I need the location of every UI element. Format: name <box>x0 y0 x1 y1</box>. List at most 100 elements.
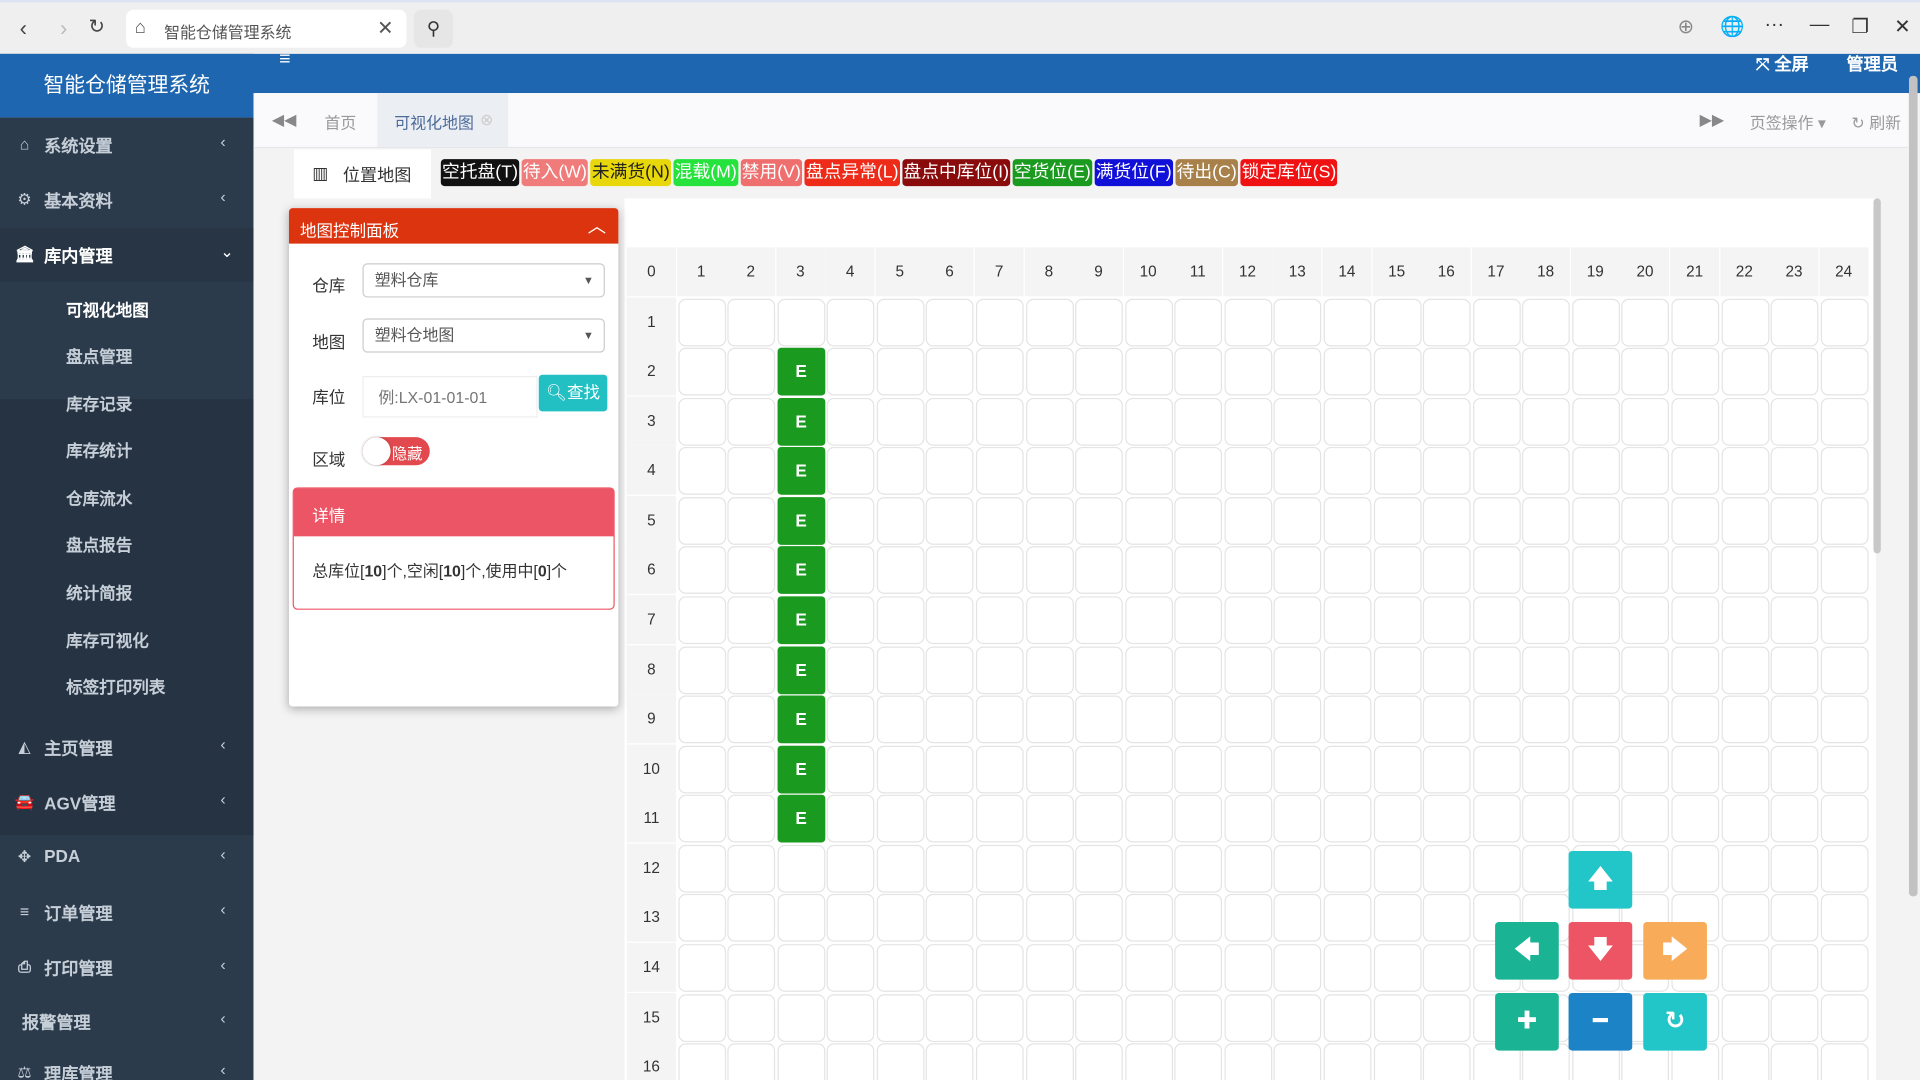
grid-cell[interactable] <box>677 596 726 645</box>
grid-cell[interactable] <box>1224 844 1273 893</box>
grid-cell[interactable] <box>876 795 925 843</box>
grid-cell[interactable] <box>876 397 925 446</box>
grid-cell[interactable] <box>1025 447 1074 496</box>
grid-cell[interactable] <box>1075 596 1124 645</box>
download-icon[interactable]: ⊕ <box>1677 17 1694 38</box>
grid-cell[interactable] <box>926 496 974 545</box>
grid-cell[interactable] <box>975 596 1024 645</box>
grid-cell[interactable] <box>1522 397 1571 446</box>
grid-cell[interactable] <box>1124 1043 1173 1080</box>
grid-cell[interactable] <box>975 993 1024 1042</box>
grid-cell[interactable] <box>1522 844 1571 893</box>
grid-cell[interactable] <box>1770 496 1819 545</box>
grid-cell[interactable] <box>1770 745 1819 794</box>
grid-cell[interactable] <box>926 894 974 943</box>
grid-cell[interactable] <box>1572 546 1620 595</box>
grid-cell[interactable] <box>1820 1043 1869 1080</box>
grid-cell[interactable] <box>1373 944 1422 992</box>
grid-cell[interactable] <box>975 447 1024 496</box>
grid-cell[interactable] <box>1323 1043 1372 1080</box>
grid-cell[interactable] <box>1075 1043 1124 1080</box>
grid-cell[interactable] <box>1174 1043 1223 1080</box>
grid-cell[interactable] <box>1025 844 1074 893</box>
grid-cell[interactable] <box>1472 844 1521 893</box>
grid-cell[interactable] <box>1224 695 1273 744</box>
grid-cell[interactable] <box>1373 298 1422 346</box>
grid-cell[interactable] <box>975 1043 1024 1080</box>
page-ops-dropdown[interactable]: 页签操作 ▾ <box>1749 113 1826 133</box>
sidebar-item-主页管理[interactable]: ◭ 主页管理 ‹ <box>0 720 253 774</box>
grid-cell[interactable] <box>1721 347 1769 396</box>
grid-cell[interactable] <box>1472 546 1521 595</box>
grid-cell[interactable] <box>1621 347 1670 396</box>
grid-cell[interactable] <box>677 695 726 744</box>
grid-cell[interactable] <box>1224 397 1273 446</box>
grid-cell[interactable] <box>1025 1043 1074 1080</box>
grid-cell[interactable] <box>926 645 974 694</box>
right-button[interactable]: 🡆 <box>1643 922 1707 980</box>
grid-cell[interactable] <box>1025 397 1074 446</box>
grid-cell[interactable] <box>1025 894 1074 943</box>
submenu-item[interactable]: 库存记录 <box>66 395 133 414</box>
grid-cell[interactable] <box>826 447 875 496</box>
submenu-item[interactable]: 库存可视化 <box>66 631 149 651</box>
grid-cell[interactable] <box>1323 347 1372 396</box>
grid-cell[interactable] <box>926 447 974 496</box>
grid-cell[interactable] <box>1522 596 1571 645</box>
grid-cell[interactable] <box>1472 397 1521 446</box>
grid-cell[interactable] <box>926 397 974 446</box>
grid-cell[interactable] <box>777 844 825 893</box>
grid-cell[interactable] <box>1572 745 1620 794</box>
menu-toggle-icon[interactable]: ≡ <box>279 48 291 70</box>
location-cell-empty[interactable]: E <box>777 596 825 645</box>
more-icon[interactable]: ··· <box>1764 14 1785 36</box>
grid-cell[interactable] <box>1770 596 1819 645</box>
grid-cell[interactable] <box>1820 795 1869 843</box>
grid-cell[interactable] <box>1075 844 1124 893</box>
grid-cell[interactable] <box>1572 447 1620 496</box>
grid-cell[interactable] <box>1323 447 1372 496</box>
grid-cell[interactable] <box>826 795 875 843</box>
grid-cell[interactable] <box>926 944 974 992</box>
grid-cell[interactable] <box>1472 695 1521 744</box>
grid-cell[interactable] <box>1721 695 1769 744</box>
grid-cell[interactable] <box>1671 347 1720 396</box>
grid-cell[interactable] <box>1373 745 1422 794</box>
grid-cell[interactable] <box>1373 347 1422 396</box>
grid-cell[interactable] <box>1572 695 1620 744</box>
submenu-item[interactable]: 仓库流水 <box>66 489 133 509</box>
grid-cell[interactable] <box>1075 695 1124 744</box>
grid-cell[interactable] <box>1174 944 1223 992</box>
grid-cell[interactable] <box>1820 347 1869 396</box>
grid-cell[interactable] <box>1820 645 1869 694</box>
grid-cell[interactable] <box>1224 645 1273 694</box>
grid-cell[interactable] <box>1224 795 1273 843</box>
grid-cell[interactable] <box>1721 894 1769 943</box>
grid-cell[interactable] <box>1025 695 1074 744</box>
grid-cell[interactable] <box>1422 347 1471 396</box>
location-cell-empty[interactable]: E <box>777 496 825 545</box>
grid-cell[interactable] <box>876 944 925 992</box>
grid-cell[interactable] <box>1174 298 1223 346</box>
grid-cell[interactable] <box>1174 546 1223 595</box>
grid-cell[interactable] <box>826 397 875 446</box>
grid-cell[interactable] <box>1770 645 1819 694</box>
grid-cell[interactable] <box>975 546 1024 595</box>
grid-cell[interactable] <box>1323 993 1372 1042</box>
grid-cell[interactable] <box>1422 298 1471 346</box>
grid-cell[interactable] <box>1174 993 1223 1042</box>
grid-cell[interactable] <box>727 447 776 496</box>
grid-cell[interactable] <box>1820 447 1869 496</box>
grid-cell[interactable] <box>826 347 875 396</box>
grid-cell[interactable] <box>1273 944 1322 992</box>
grid-cell[interactable] <box>826 894 875 943</box>
grid-cell[interactable] <box>727 496 776 545</box>
grid-cell[interactable] <box>677 795 726 843</box>
tab-home[interactable]: 首页 <box>324 113 357 133</box>
grid-cell[interactable] <box>1671 695 1720 744</box>
fullscreen-button[interactable]: ⤧ 全屏 <box>1756 51 1809 75</box>
grid-cell[interactable] <box>727 397 776 446</box>
grid-cell[interactable] <box>1025 546 1074 595</box>
grid-cell[interactable] <box>677 496 726 545</box>
grid-cell[interactable] <box>975 397 1024 446</box>
